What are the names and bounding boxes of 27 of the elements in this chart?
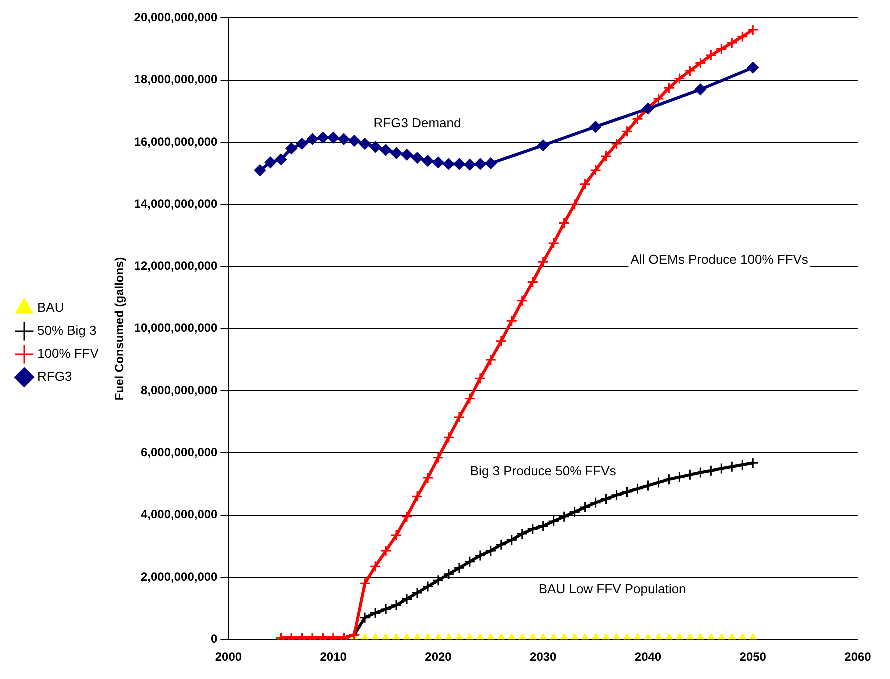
x-tick-label: 2030 (530, 650, 558, 664)
y-tick-label: 14,000,000,000 (134, 196, 218, 211)
x-tick-label: 2000 (215, 650, 242, 664)
annotation: BAU Low FFV Population (538, 581, 686, 596)
y-tick-label: 6,000,000,000 (140, 445, 218, 460)
legend-label: 50% Big 3 (38, 323, 97, 338)
annotation: RFG3 Demand (374, 115, 462, 130)
y-tick-label: 20,000,000,000 (134, 10, 218, 25)
x-tick-label: 2040 (634, 650, 662, 664)
y-tick-label: 0 (211, 632, 218, 646)
x-tick-label: 2010 (320, 650, 348, 664)
y-tick-label: 8,000,000,000 (140, 383, 218, 398)
legend-label: RFG3 (38, 369, 72, 384)
y-tick-label: 4,000,000,000 (140, 508, 218, 522)
annotation: Big 3 Produce 50% FFVs (470, 463, 617, 478)
x-tick-label: 2050 (740, 650, 767, 664)
legend-label: 100% FFV (38, 346, 100, 362)
y-tick-label: 12,000,000,000 (134, 259, 218, 274)
y-tick-label: 10,000,000,000 (134, 321, 218, 336)
y-tick-label: 18,000,000,000 (134, 72, 218, 87)
y-tick-label: 16,000,000,000 (134, 134, 218, 149)
annotation: All OEMs Produce 100% FFVs (630, 252, 809, 268)
y-tick-label: 2,000,000,000 (140, 570, 218, 584)
x-tick-label: 2060 (844, 650, 872, 664)
y-axis-title: Fuel Consumed (gallons) (112, 257, 126, 401)
x-tick-label: 2020 (425, 650, 452, 664)
legend-label: BAU (38, 300, 64, 316)
